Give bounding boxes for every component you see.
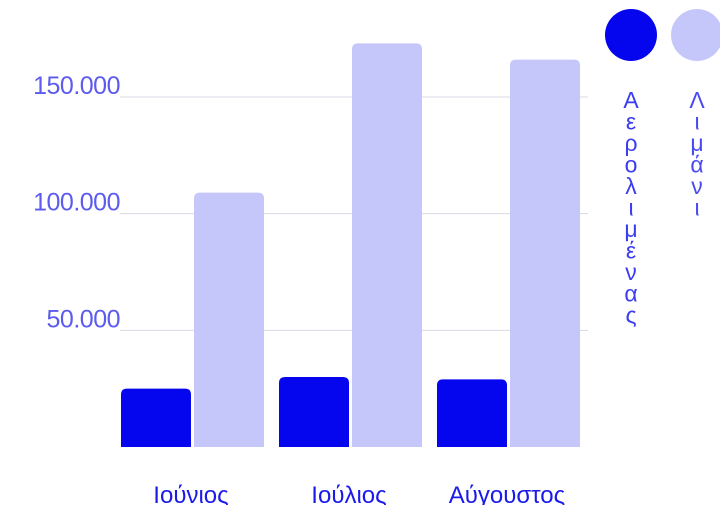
bar-port-3 <box>510 59 580 448</box>
bar-port-1 <box>194 192 264 447</box>
y-tick-label: 150.000 <box>33 72 120 100</box>
category-label: Αύγουστος <box>449 482 565 505</box>
y-tick-label: 100.000 <box>33 189 120 217</box>
y-tick-label: 50.000 <box>47 305 120 333</box>
bar-airport-2 <box>279 377 349 447</box>
legend-swatch <box>671 9 720 61</box>
bar-airport-1 <box>121 388 191 447</box>
bar-port-2 <box>352 43 422 447</box>
bars <box>121 43 580 448</box>
y-axis-ticks: 50.000 100.000 150.000 <box>33 72 120 333</box>
legend-swatch <box>605 9 657 61</box>
bar-airport-3 <box>437 379 507 447</box>
x-axis-categories: Ιούνιος Ιούλιος Αύγουστος <box>153 482 565 505</box>
category-label: Ιούλιος <box>311 482 386 505</box>
category-label: Ιούνιος <box>153 482 228 505</box>
